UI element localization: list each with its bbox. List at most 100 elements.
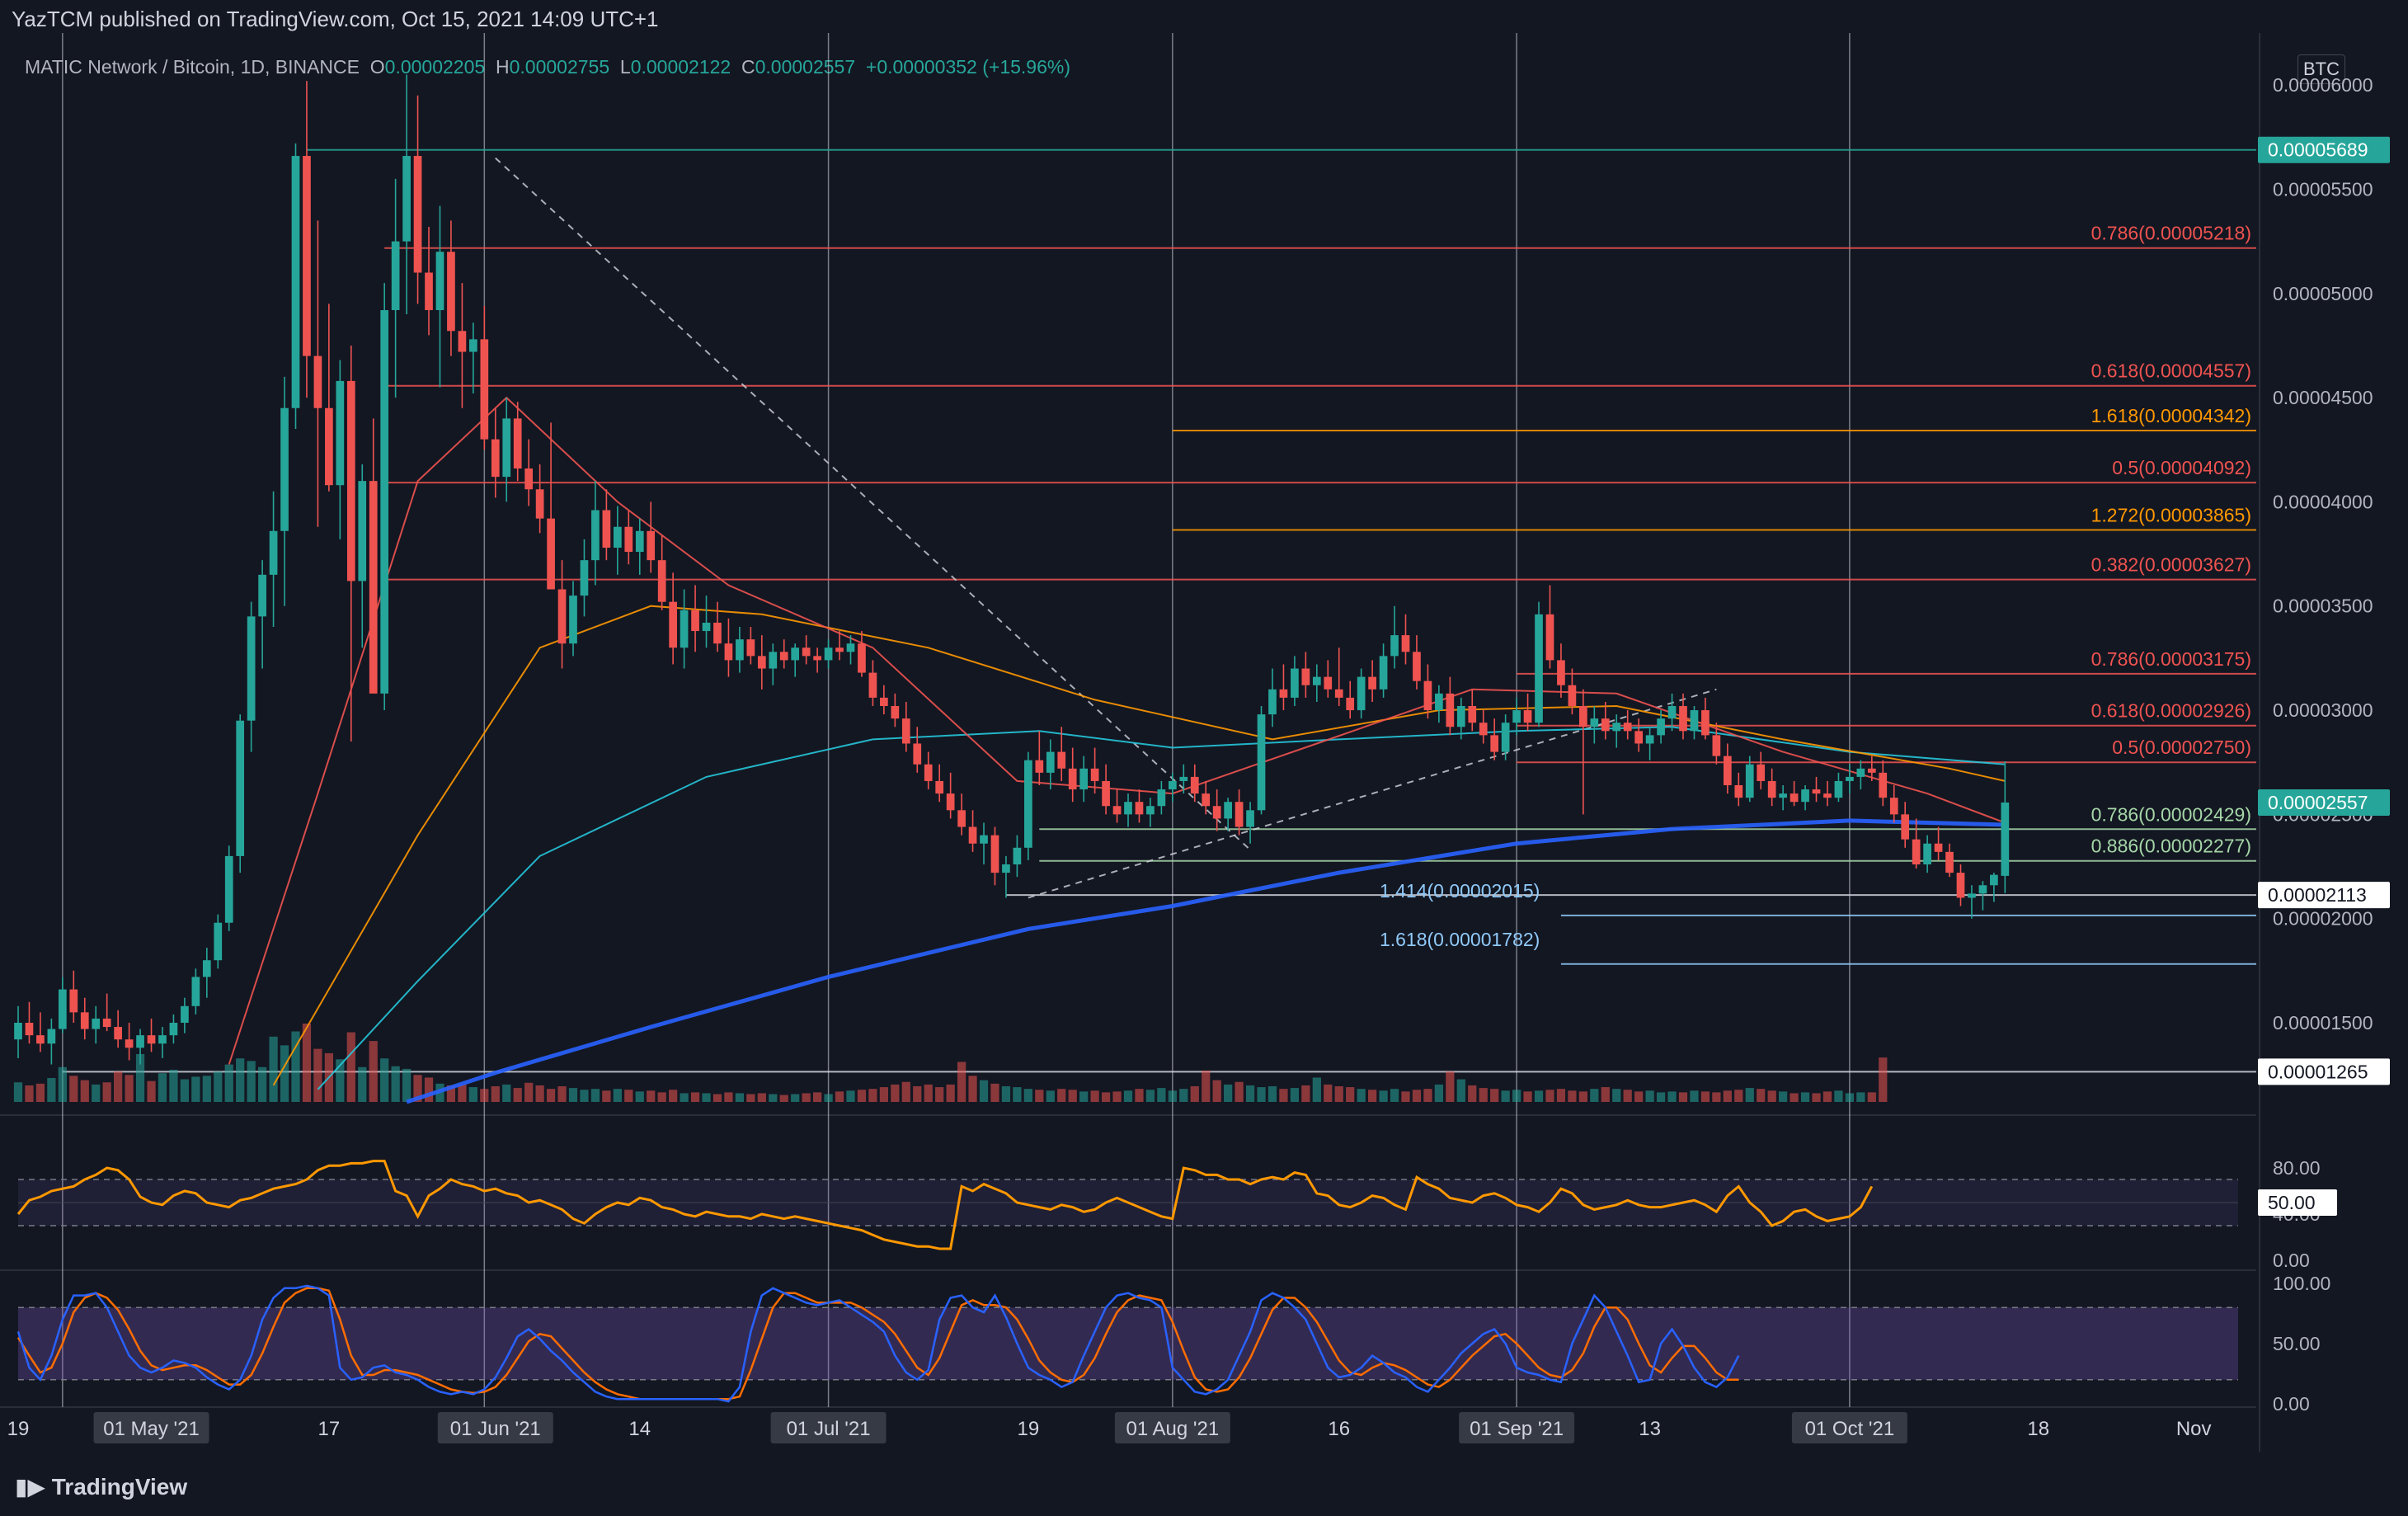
candle-body	[1446, 693, 1455, 727]
volume-bar	[1157, 1088, 1166, 1102]
candle-body	[1346, 697, 1355, 711]
date-tick: 01 Aug '21	[1114, 1412, 1230, 1443]
candle-body	[913, 743, 922, 765]
candle-body	[447, 252, 455, 332]
volume-bar	[702, 1093, 711, 1102]
volume-bar	[1267, 1086, 1277, 1102]
candle-body	[669, 601, 677, 648]
volume-bar	[669, 1090, 678, 1102]
candle-body	[1812, 789, 1821, 794]
volume-bar	[724, 1092, 733, 1102]
candle-body	[1501, 723, 1510, 752]
candle-body	[1157, 789, 1166, 807]
volume-bar	[158, 1073, 167, 1102]
candle-body	[1224, 802, 1232, 819]
volume-bar	[1324, 1084, 1333, 1102]
volume-bar	[1634, 1091, 1644, 1102]
candle-body	[1013, 847, 1022, 864]
volume-bar	[336, 1059, 345, 1102]
volume-bar	[957, 1062, 966, 1102]
candle-body	[36, 1035, 45, 1044]
volume-bar	[258, 1066, 267, 1102]
volume-bar	[1168, 1090, 1177, 1102]
candle-body	[535, 489, 544, 519]
candle-body	[724, 643, 733, 661]
price-tick-label: 0.00005500	[2273, 178, 2373, 200]
publisher-line: YazTCM published on TradingView.com, Oct…	[12, 7, 659, 31]
volume-bar	[135, 1053, 145, 1102]
close-label: C	[741, 56, 755, 78]
volume-bar	[968, 1076, 977, 1102]
date-tick-label: 01 May '21	[103, 1418, 200, 1440]
fib-label: 0.5(0.00004092)	[2112, 457, 2251, 478]
candle-body	[102, 1018, 111, 1028]
candle-body	[1279, 689, 1288, 698]
candle-body	[313, 355, 322, 408]
candle-body	[1090, 768, 1099, 781]
volume-bar	[1334, 1086, 1343, 1102]
volume-bar	[1368, 1090, 1377, 1102]
volume-bar	[1468, 1085, 1477, 1102]
candle-body	[1879, 772, 1888, 798]
moving-average-line	[272, 605, 2006, 1086]
tradingview-brand: ▮▶ TradingView	[15, 1474, 188, 1500]
date-tick: Nov	[2176, 1418, 2212, 1440]
volume-bar	[1534, 1090, 1544, 1102]
candle-body	[1701, 710, 1710, 736]
price-tag: 0.00002557	[2258, 789, 2390, 816]
candle-body	[1291, 668, 1299, 698]
volume-bar	[1301, 1085, 1310, 1102]
candle-body	[1456, 706, 1465, 727]
volume-bar	[291, 1031, 300, 1102]
rsi-current-tag: 50.00	[2258, 1189, 2337, 1216]
candle-body	[1912, 839, 1921, 864]
candle-body	[25, 1023, 34, 1036]
volume-bar	[813, 1092, 822, 1102]
candle-body	[358, 481, 367, 581]
price-tag-value: 0.00001265	[2268, 1061, 2368, 1082]
candle-body	[846, 643, 855, 652]
candle-body	[901, 718, 910, 744]
candle-body	[1423, 680, 1432, 711]
price-tag-value: 0.00002557	[2268, 792, 2368, 813]
currency-button[interactable]: BTC	[2297, 54, 2345, 84]
price-tag: 0.00002113	[2258, 882, 2390, 909]
candle-body	[92, 1018, 101, 1029]
stoch-axis-label: 100.00	[2273, 1273, 2330, 1294]
volume-bar	[1257, 1087, 1266, 1102]
volume-bar	[857, 1090, 867, 1102]
candle-body	[1523, 710, 1532, 723]
volume-bar	[513, 1088, 522, 1102]
volume-bar	[1235, 1081, 1244, 1102]
volume-bar	[1245, 1085, 1255, 1102]
volume-bar	[1312, 1077, 1321, 1102]
symbol-title[interactable]: MATIC Network / Bitcoin, 1D, BINANCE	[25, 56, 360, 78]
candle-body	[647, 530, 656, 561]
date-tick-label: 13	[1639, 1418, 1661, 1440]
candle-body	[680, 610, 689, 648]
volume-bar	[69, 1076, 78, 1102]
candle-body	[1246, 810, 1254, 827]
volume-bar	[269, 1036, 278, 1102]
price-tick-label: 0.00001500	[2273, 1012, 2373, 1033]
price-tag-box	[2258, 1058, 2390, 1085]
candle-body	[402, 156, 411, 242]
candle-body	[1645, 735, 1654, 744]
candle-body	[1889, 798, 1898, 815]
candle-body	[935, 780, 944, 794]
candle-body	[1024, 760, 1032, 848]
volume-bar	[380, 1058, 389, 1102]
candle-body	[924, 764, 933, 781]
volume-bar	[191, 1076, 200, 1102]
volume-bar	[824, 1094, 833, 1102]
candle-body	[369, 481, 378, 694]
volume-bar	[1046, 1090, 1055, 1102]
date-tick: 01 Jun '21	[437, 1412, 553, 1443]
volume-bar	[946, 1084, 955, 1102]
volume-bar	[13, 1082, 23, 1102]
volume-bar	[1601, 1087, 1610, 1102]
candle-body	[1856, 768, 1865, 777]
candle-body	[1557, 660, 1565, 685]
price-tag-box	[2258, 789, 2390, 816]
